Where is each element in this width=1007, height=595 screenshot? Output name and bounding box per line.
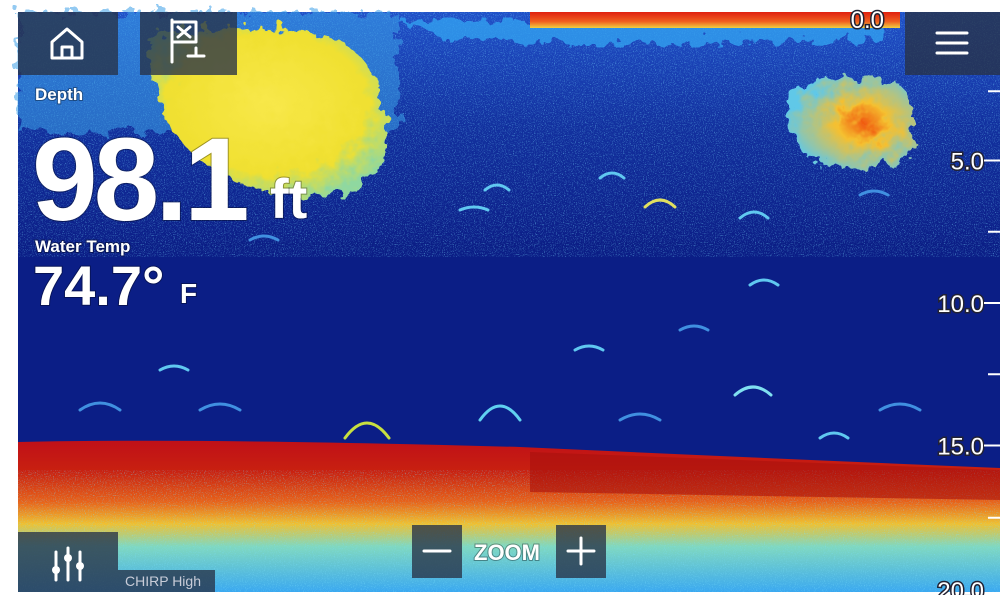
frequency-label: CHIRP High — [125, 573, 201, 589]
depth-scale-label: 10.0 — [937, 291, 984, 318]
water-temp-unit: F — [180, 278, 197, 309]
water-temp-value: 74.7° — [33, 254, 164, 317]
depth-scale-label: 5.0 — [951, 149, 984, 176]
sonar-image — [18, 12, 1000, 592]
depth-unit: ft — [270, 167, 307, 230]
depth-scale-label: 15.0 — [937, 434, 984, 461]
menu-button[interactable] — [905, 12, 1000, 75]
depth-scale-label: 0.0 — [851, 7, 884, 34]
zoom-in-button[interactable] — [556, 525, 606, 578]
depth-label: Depth — [35, 85, 83, 104]
zoom-label: ZOOM — [474, 540, 540, 565]
settings-button[interactable] — [18, 532, 118, 592]
depth-value: 98.1 — [32, 114, 247, 246]
home-button[interactable] — [18, 12, 118, 75]
sonar-screen: CHIRP High ZOOM Depth 98.1 ft Water Temp… — [0, 0, 1007, 595]
depth-scale-label: 20.0 — [937, 578, 984, 595]
waypoint-button[interactable] — [140, 12, 237, 75]
zoom-out-button[interactable] — [412, 525, 462, 578]
